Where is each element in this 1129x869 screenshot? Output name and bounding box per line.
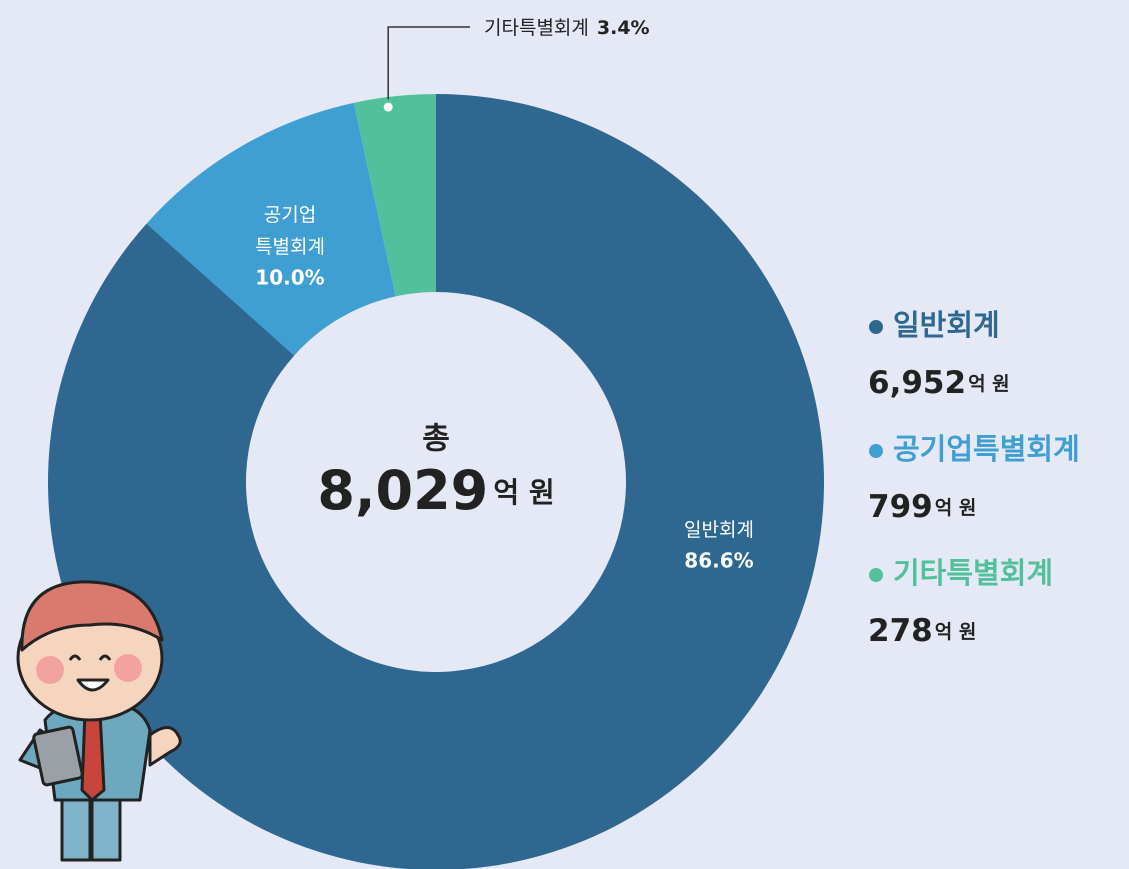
amount-unit: 억 원 — [968, 373, 1010, 395]
total-value: 8,029 — [317, 459, 488, 522]
amount-value: 278 — [868, 613, 933, 649]
amount-value: 6,952 — [868, 365, 966, 401]
leader-line — [387, 26, 470, 108]
total: 8,029 억 원 — [317, 459, 554, 522]
slice-label: 기타특별회계 3.4% — [484, 17, 650, 39]
slice-label: 공기업 특별회계 — [255, 204, 325, 258]
slice-value-label: 86.6% — [684, 549, 753, 573]
legend-label: 일반회계 — [893, 308, 1000, 342]
character — [16, 580, 182, 862]
slice-name: 기타특별회계 — [484, 17, 589, 39]
amount-value: 799 — [868, 489, 933, 525]
donut — [48, 94, 824, 869]
total-label: 총 — [422, 422, 450, 457]
legend-label: 기타특별회계 — [893, 556, 1053, 590]
leader-dot — [380, 99, 396, 115]
legend-dot — [869, 568, 883, 582]
donut-slice — [353, 94, 436, 297]
amount-unit: 억 원 — [935, 621, 977, 643]
total-unit: 억 원 — [493, 476, 554, 509]
legend-amount: 278 억 원 — [868, 613, 976, 649]
legend-amount: 799 억 원 — [868, 489, 976, 525]
slice-value-label: 10.0% — [255, 266, 324, 290]
donut-slice — [48, 94, 824, 869]
legend-amount: 6,952 억 원 — [868, 365, 1010, 401]
donut-slice — [146, 102, 396, 356]
legend-label: 공기업특별회계 — [893, 432, 1080, 466]
legend-dot — [869, 320, 883, 334]
amount-unit: 억 원 — [935, 497, 977, 519]
slice-value-label: 3.4% — [597, 17, 650, 39]
slice-label: 일반회계 — [684, 519, 754, 541]
legend-dot — [869, 444, 883, 458]
